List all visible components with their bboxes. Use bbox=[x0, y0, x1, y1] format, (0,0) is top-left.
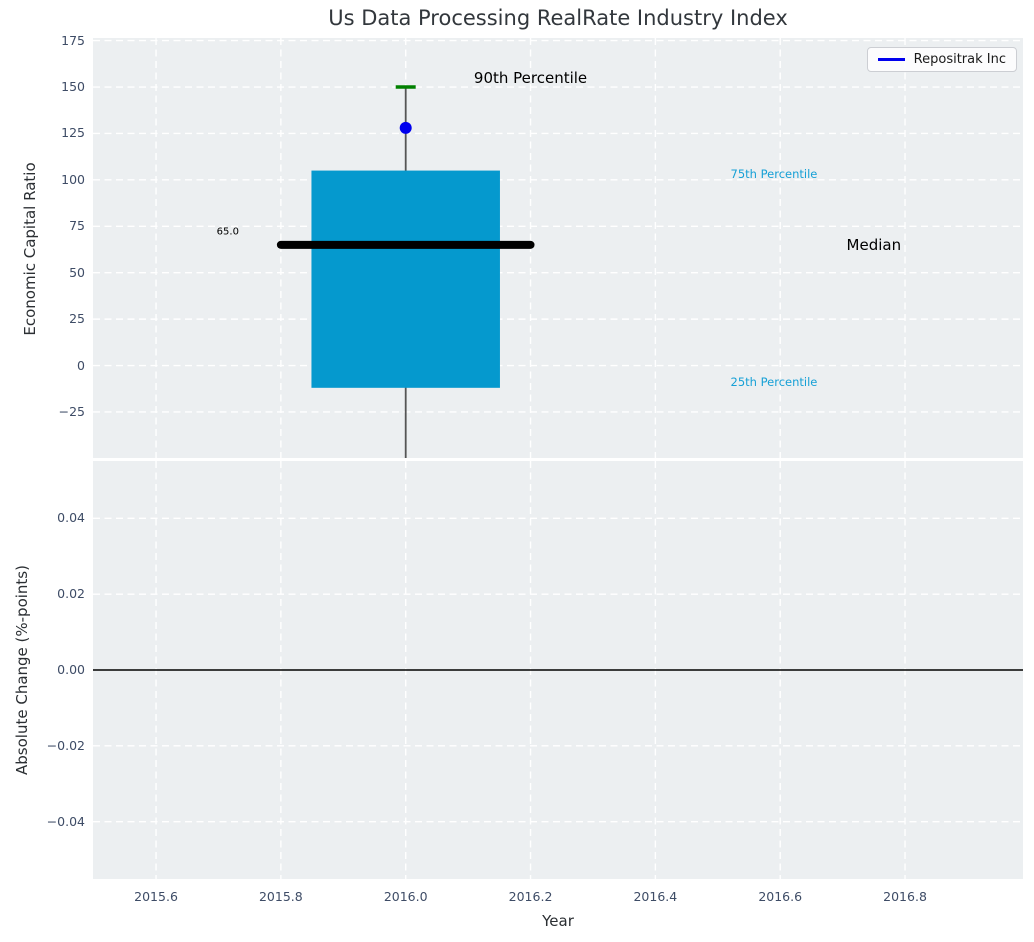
chart-area-top: Repositrak Inc 90th Percentile 75th Perce… bbox=[93, 38, 1023, 458]
chart-annotation: 75th Percentile bbox=[730, 167, 818, 182]
y-tick-label: −0.02 bbox=[46, 737, 85, 753]
chart-annotation: 90th Percentile bbox=[473, 68, 588, 87]
x-tick-label: 2015.8 bbox=[258, 889, 303, 904]
x-tick-label: 2016.2 bbox=[508, 889, 553, 904]
y-tick-label: 125 bbox=[61, 125, 85, 141]
y-tick-label: 0.04 bbox=[57, 510, 85, 526]
y-tick-label: 0.00 bbox=[57, 662, 85, 677]
y-tick-label: −0.04 bbox=[46, 813, 85, 829]
legend-line-swatch-icon bbox=[877, 58, 905, 61]
y-tick-label: 50 bbox=[69, 264, 85, 280]
chart-annotation: 25th Percentile bbox=[730, 375, 818, 390]
x-tick-label: 2016.6 bbox=[758, 889, 803, 904]
x-axis-label: Year bbox=[542, 912, 574, 930]
x-tick-label: 2016.4 bbox=[633, 889, 678, 904]
x-tick-label: 2015.6 bbox=[134, 889, 178, 904]
iqr-box bbox=[311, 170, 500, 388]
plot-canvas bbox=[93, 461, 1023, 879]
chart-annotation: 65.0 bbox=[216, 226, 239, 238]
y-tick-label: 0 bbox=[77, 357, 85, 373]
chart-title: Us Data Processing RealRate Industry Ind… bbox=[328, 6, 788, 30]
y-tick-label: 100 bbox=[61, 171, 85, 187]
legend-label: Repositrak Inc bbox=[913, 52, 1006, 67]
y-tick-label: 175 bbox=[61, 32, 85, 48]
x-tick-label: 2016.0 bbox=[383, 889, 428, 904]
plot-canvas bbox=[93, 38, 1023, 458]
chart-annotation: Median bbox=[846, 235, 902, 254]
chart-area-bottom bbox=[93, 461, 1023, 879]
y-tick-label: 150 bbox=[61, 79, 85, 95]
y-tick-label: 25 bbox=[69, 311, 85, 327]
company-point-marker bbox=[399, 121, 412, 134]
y-tick-label: −25 bbox=[58, 403, 85, 419]
y-axis-label-top: Economic Capital Ratio bbox=[21, 162, 39, 336]
y-tick-label: 0.02 bbox=[57, 586, 85, 602]
x-tick-label: 2016.8 bbox=[883, 889, 927, 904]
y-tick-label: 75 bbox=[69, 218, 85, 234]
legend: Repositrak Inc bbox=[866, 47, 1017, 72]
